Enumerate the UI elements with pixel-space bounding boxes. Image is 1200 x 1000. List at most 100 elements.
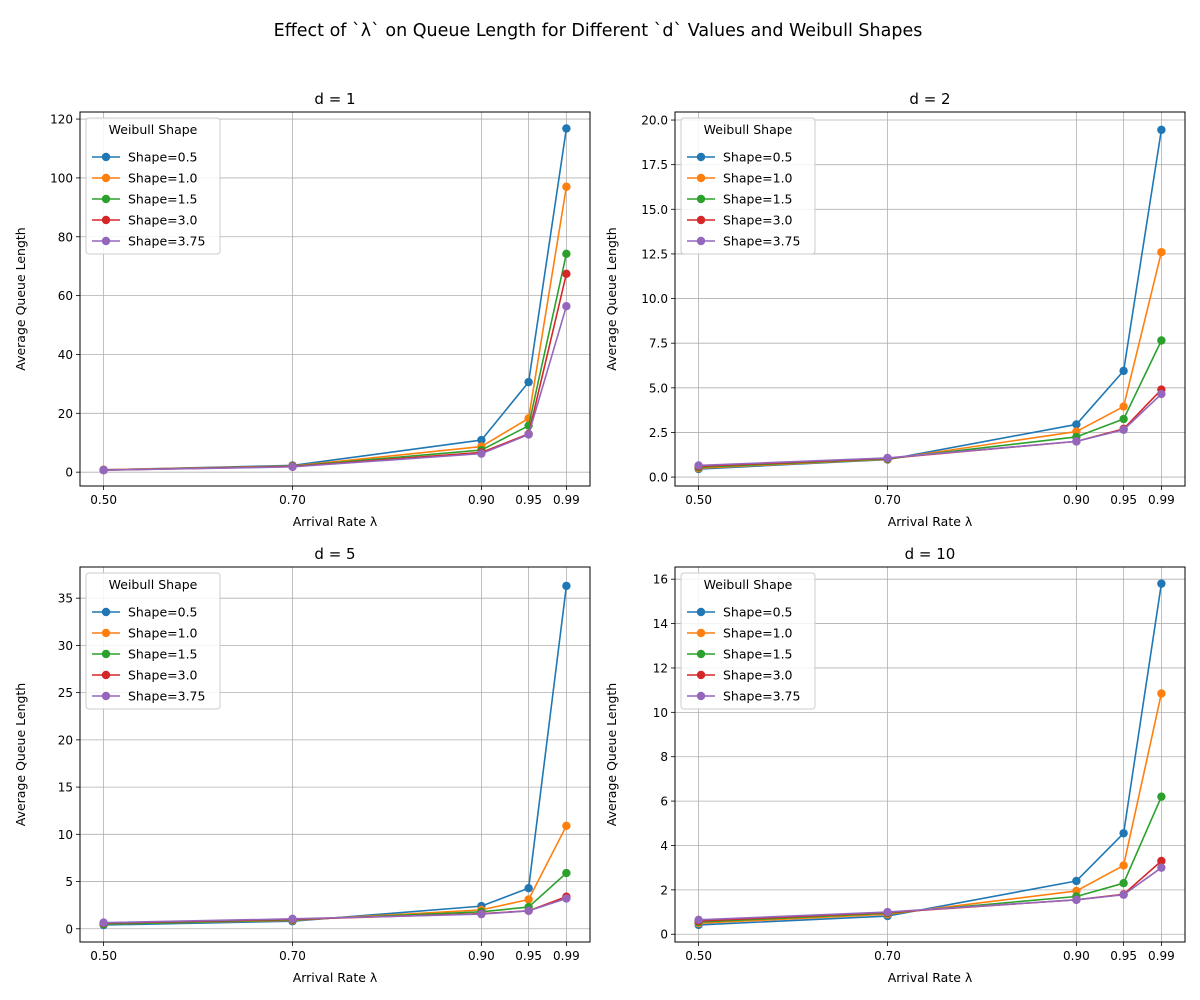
x-tick-label: 0.95 (1110, 949, 1137, 963)
y-tick-label: 20 (58, 733, 73, 747)
legend-entry: Shape=3.75 (128, 689, 205, 704)
data-point (288, 462, 297, 472)
series-line-2 (103, 825, 568, 925)
data-point (1072, 876, 1081, 886)
axes-frame (674, 111, 1186, 487)
x-tick-label: 0.99 (1148, 949, 1175, 963)
data-point (1157, 125, 1166, 135)
data-point (477, 449, 486, 458)
legend-entry: Shape=1.0 (723, 171, 793, 186)
data-point (1157, 336, 1166, 345)
legend-swatch-marker (696, 607, 706, 617)
x-tick-label: 0.95 (515, 493, 542, 507)
legend-entry: Shape=1.5 (128, 647, 198, 662)
legend-entry: Shape=0.5 (723, 150, 793, 165)
data-point (1157, 792, 1166, 801)
data-point (1157, 579, 1166, 588)
y-tick-label: 80 (58, 230, 73, 244)
legend-title: Weibull Shape (704, 577, 793, 592)
y-tick-label: 0 (65, 922, 73, 936)
x-tick-label: 0.99 (1148, 493, 1175, 507)
series-line-5 (698, 867, 1162, 921)
data-point (562, 124, 571, 133)
y-tick-label: 0.0 (649, 471, 668, 485)
data-point (694, 915, 703, 925)
figure-title: Effect of `λ` on Queue Length for Differ… (274, 21, 923, 41)
legend-swatch-marker (101, 670, 111, 680)
series-line-5 (698, 393, 1162, 467)
data-point (524, 883, 533, 893)
data-point (1119, 414, 1128, 424)
x-tick-label: 0.50 (685, 949, 712, 963)
legend-title: Weibull Shape (109, 122, 198, 137)
data-point (524, 377, 533, 387)
legend-swatch-marker (101, 628, 111, 638)
data-point (524, 895, 533, 904)
y-axis-label: Average Queue Length (604, 683, 619, 826)
legend-swatch-marker (101, 194, 111, 204)
data-point (1119, 890, 1128, 899)
y-tick-label: 14 (653, 617, 668, 631)
data-point (1157, 689, 1166, 698)
legend-swatch-marker (696, 194, 706, 204)
series-line-4 (103, 273, 568, 471)
legend-swatch-marker (696, 215, 706, 225)
y-tick-label: 6 (660, 795, 668, 809)
data-point (1157, 389, 1166, 399)
x-axis-label: Arrival Rate λ (888, 970, 973, 985)
y-tick-label: 8 (660, 750, 668, 764)
legend-swatch-marker (696, 236, 706, 246)
y-axis-label: Average Queue Length (604, 227, 619, 370)
data-point (1157, 247, 1166, 257)
subplot-2: 0.50 0.70 0.90 0.95 0.99 0.0 2.5 5.0 7.5 10.0 12.5… (604, 90, 1186, 529)
axes-frame (79, 111, 591, 487)
y-tick-label: 40 (58, 348, 73, 362)
data-point (477, 435, 486, 445)
subplot-title: d = 10 (905, 545, 956, 563)
subplot-title: d = 5 (314, 545, 355, 563)
y-tick-label: 7.5 (649, 337, 668, 351)
legend-entry: Shape=1.5 (723, 192, 793, 207)
data-point (562, 302, 571, 311)
y-tick-label: 5 (65, 875, 73, 889)
y-tick-label: 10.0 (641, 292, 668, 306)
x-tick-label: 0.95 (1110, 493, 1137, 507)
legend-title: Weibull Shape (704, 122, 793, 137)
data-point (99, 465, 108, 475)
x-tick-label: 0.90 (1063, 949, 1090, 963)
y-tick-label: 17.5 (641, 158, 668, 172)
x-tick-label: 0.95 (515, 949, 542, 963)
x-axis-label: Arrival Rate λ (888, 514, 973, 529)
data-point (1119, 878, 1128, 888)
y-tick-label: 25 (58, 686, 73, 700)
y-tick-label: 5.0 (649, 381, 668, 395)
x-axis-label: Arrival Rate λ (293, 514, 378, 529)
data-point (562, 581, 571, 591)
legend-entry: Shape=1.0 (723, 626, 793, 641)
data-point (883, 907, 892, 917)
x-tick-label: 0.90 (468, 493, 495, 507)
x-axis-label: Arrival Rate λ (293, 970, 378, 985)
legend-swatch-marker (696, 691, 706, 701)
y-tick-label: 0 (660, 928, 668, 942)
subplot-3: 0.50 0.70 0.90 0.95 0.99 0 5 10 15 20 25 30 35 d = 5 A… (13, 545, 591, 985)
data-point (562, 269, 571, 279)
y-tick-label: 60 (58, 289, 73, 303)
axes-frame (674, 566, 1186, 943)
subplot-4: 0.50 0.70 0.90 0.95 0.99 0 2 4 6 8 10 12 14 16 d = 10 A… (604, 545, 1186, 985)
y-tick-label: 20 (58, 407, 73, 421)
legend-entry: Shape=3.0 (128, 213, 198, 228)
legend-entry: Shape=0.5 (128, 150, 198, 165)
legend-swatch-marker (101, 691, 111, 701)
data-point (562, 894, 571, 903)
data-point (562, 249, 571, 259)
legend-entry: Shape=3.75 (723, 234, 800, 249)
legend-swatch-marker (101, 152, 111, 162)
data-point (1072, 895, 1081, 905)
legend-entry: Shape=0.5 (723, 605, 793, 620)
y-tick-label: 15 (58, 781, 73, 795)
data-point (288, 914, 297, 924)
x-tick-label: 0.90 (468, 949, 495, 963)
legend-entry: Shape=1.5 (128, 192, 198, 207)
legend-swatch-marker (696, 649, 706, 659)
